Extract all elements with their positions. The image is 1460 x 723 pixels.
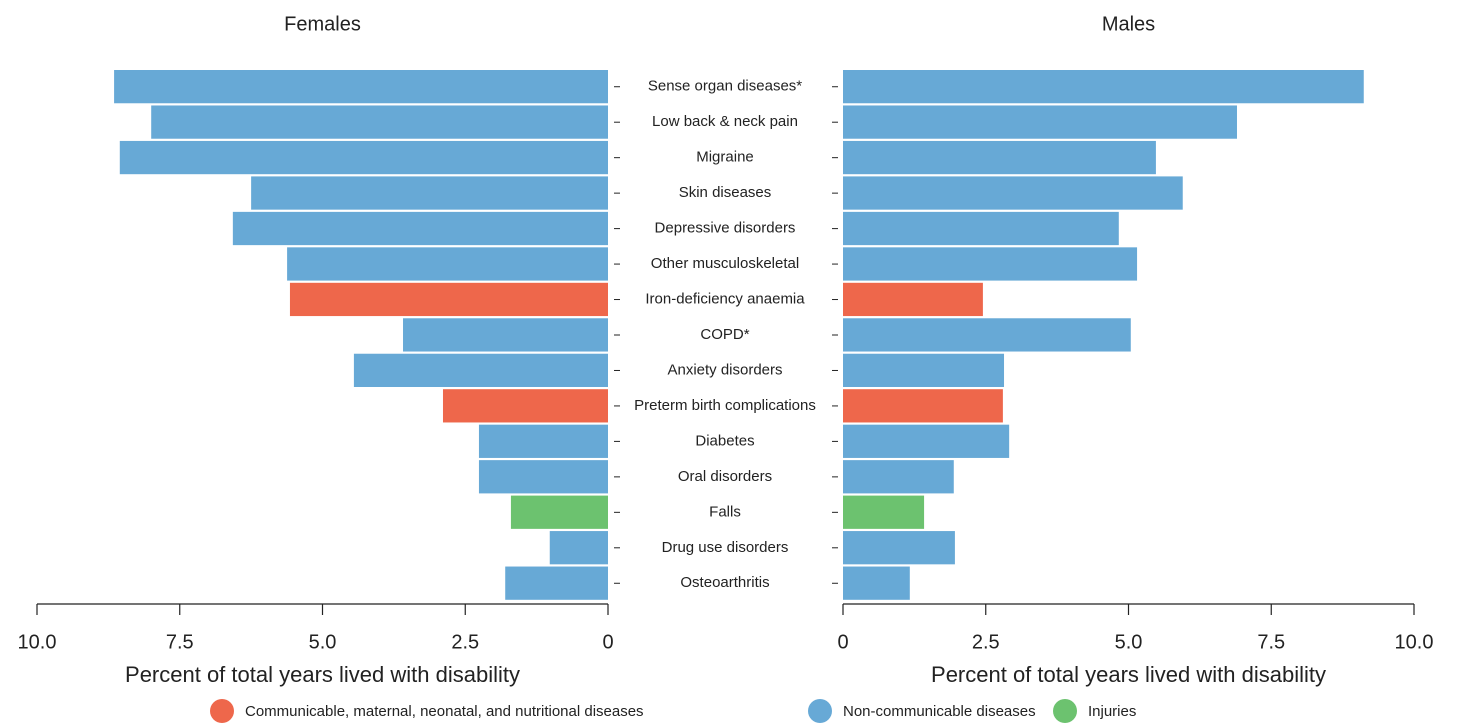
bar <box>843 211 1119 246</box>
panel-title: Females <box>284 13 361 35</box>
category-label: Iron-deficiency anaemia <box>645 291 805 308</box>
bar <box>232 211 608 246</box>
category-label: Preterm birth complications <box>634 397 816 414</box>
x-tick-label: 7.5 <box>166 631 194 653</box>
category-label: Sense organ diseases* <box>648 78 802 95</box>
bar <box>289 282 608 317</box>
category-label: Other musculoskeletal <box>651 255 799 272</box>
legend-label: Non-communicable diseases <box>843 703 1036 720</box>
bar <box>843 318 1131 352</box>
bar <box>843 531 955 565</box>
category-label: Osteoarthritis <box>680 574 769 591</box>
x-axis-label: Percent of total years lived with disabi… <box>125 662 520 687</box>
bar <box>119 140 609 175</box>
bar <box>478 460 608 494</box>
x-tick-label: 10.0 <box>18 631 57 653</box>
category-label: Falls <box>709 503 741 520</box>
bar <box>442 389 608 423</box>
bar <box>843 460 954 494</box>
category-label: Low back & neck pain <box>652 113 798 130</box>
x-tick-label: 5.0 <box>1115 631 1143 653</box>
bar <box>843 495 925 529</box>
bar <box>843 176 1183 210</box>
bar <box>843 389 1003 423</box>
bar <box>843 424 1010 458</box>
bar <box>505 566 608 600</box>
x-tick-label: 0 <box>602 631 613 653</box>
bar <box>251 176 608 210</box>
x-axis-label: Percent of total years lived with disabi… <box>931 662 1326 687</box>
bar <box>843 282 983 317</box>
category-label: Migraine <box>696 149 754 166</box>
category-label: Drug use disorders <box>662 539 789 556</box>
bar <box>843 140 1156 175</box>
x-tick-label: 2.5 <box>972 631 1000 653</box>
category-label: Anxiety disorders <box>667 361 782 378</box>
bar <box>151 105 608 139</box>
x-tick-label: 0 <box>837 631 848 653</box>
category-label: Oral disorders <box>678 468 772 485</box>
category-label: Skin diseases <box>679 184 772 201</box>
legend-label: Communicable, maternal, neonatal, and nu… <box>245 703 644 720</box>
category-label: COPD* <box>700 326 749 343</box>
bar <box>549 531 608 565</box>
legend-marker <box>210 699 234 723</box>
legend-marker <box>1053 699 1077 723</box>
x-tick-label: 5.0 <box>309 631 337 653</box>
bar <box>843 105 1237 139</box>
bar <box>353 353 608 387</box>
bar <box>403 318 608 352</box>
x-tick-label: 10.0 <box>1395 631 1434 653</box>
bar <box>287 247 608 281</box>
legend-label: Injuries <box>1088 703 1136 720</box>
x-tick-label: 2.5 <box>451 631 479 653</box>
legend-marker <box>808 699 832 723</box>
bar <box>843 566 910 600</box>
bar <box>843 353 1005 387</box>
bar <box>478 424 608 458</box>
bar <box>843 70 1364 104</box>
category-label: Diabetes <box>695 432 754 449</box>
x-tick-label: 7.5 <box>1257 631 1285 653</box>
bar <box>510 495 608 529</box>
panel-title: Males <box>1102 13 1155 35</box>
category-label: Depressive disorders <box>655 220 796 237</box>
bar <box>843 247 1138 281</box>
bar <box>114 70 609 104</box>
